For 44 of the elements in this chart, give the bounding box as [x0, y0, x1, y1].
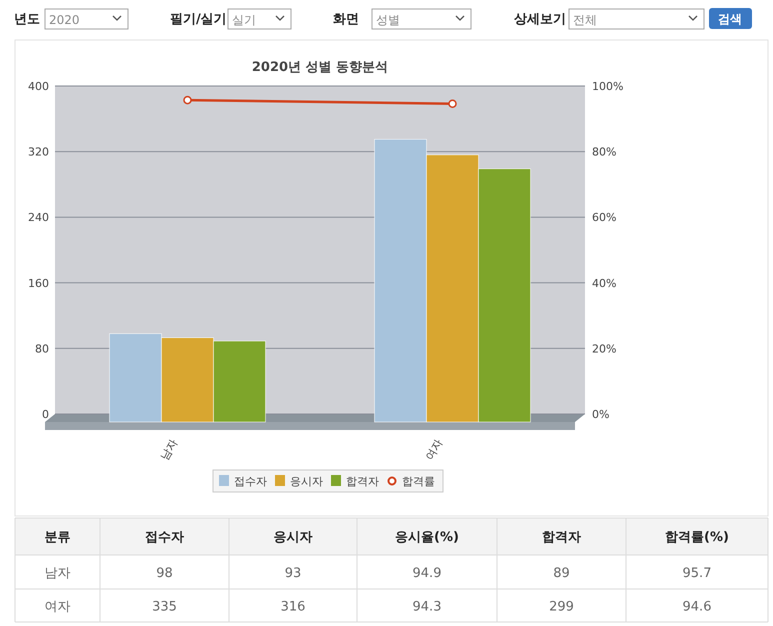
y-tick-label: 160	[28, 276, 49, 290]
text: 89	[553, 566, 570, 581]
text: 년도	[14, 12, 40, 27]
text: 94.3	[412, 600, 442, 614]
text: 93	[284, 566, 302, 581]
text: 응시율(%)	[395, 530, 459, 545]
y2-tick-label: 100%	[592, 80, 624, 93]
y2-tick-label: 80%	[592, 146, 616, 159]
text: 상세보기	[514, 12, 566, 27]
y2-tick-label: 0%	[592, 408, 610, 421]
y-tick-label: 0	[42, 408, 49, 421]
text: 화면	[333, 12, 359, 27]
text: 335	[152, 600, 177, 614]
text: 분류	[44, 530, 70, 545]
text: 필기/실기	[170, 12, 227, 27]
text: 299	[549, 600, 574, 614]
y2-tick-label: 60%	[592, 211, 616, 224]
y-tick-label: 240	[28, 211, 49, 224]
text: 94.6	[682, 600, 712, 614]
legend-label: 합격자	[346, 475, 379, 488]
legend-label: 접수자	[234, 475, 267, 488]
legend-label: 합격률	[402, 475, 435, 488]
chart-title: 2020년 성별 동향분석	[252, 60, 388, 75]
text: 98	[156, 566, 173, 581]
text: 합격률(%)	[665, 530, 729, 545]
legend-label: 응시자	[290, 475, 323, 488]
text: 실기	[232, 13, 256, 27]
text: 합격자	[542, 530, 581, 545]
category-label: 여자	[44, 600, 70, 614]
text: 응시자	[274, 530, 312, 545]
y-tick-label: 400	[28, 80, 49, 93]
text: 2020	[49, 13, 80, 27]
y-tick-label: 320	[28, 146, 49, 159]
text: 전체	[573, 13, 597, 27]
text: 95.7	[682, 566, 712, 581]
y2-tick-label: 20%	[592, 342, 616, 356]
y2-tick-label: 40%	[592, 276, 616, 290]
y-tick-label: 80	[35, 342, 49, 356]
text: 접수자	[145, 530, 184, 545]
text: 316	[280, 600, 306, 614]
category-label: 남자	[44, 566, 70, 581]
text: 94.9	[412, 566, 442, 581]
button: 검색	[709, 8, 752, 29]
text: 성별	[376, 13, 400, 27]
